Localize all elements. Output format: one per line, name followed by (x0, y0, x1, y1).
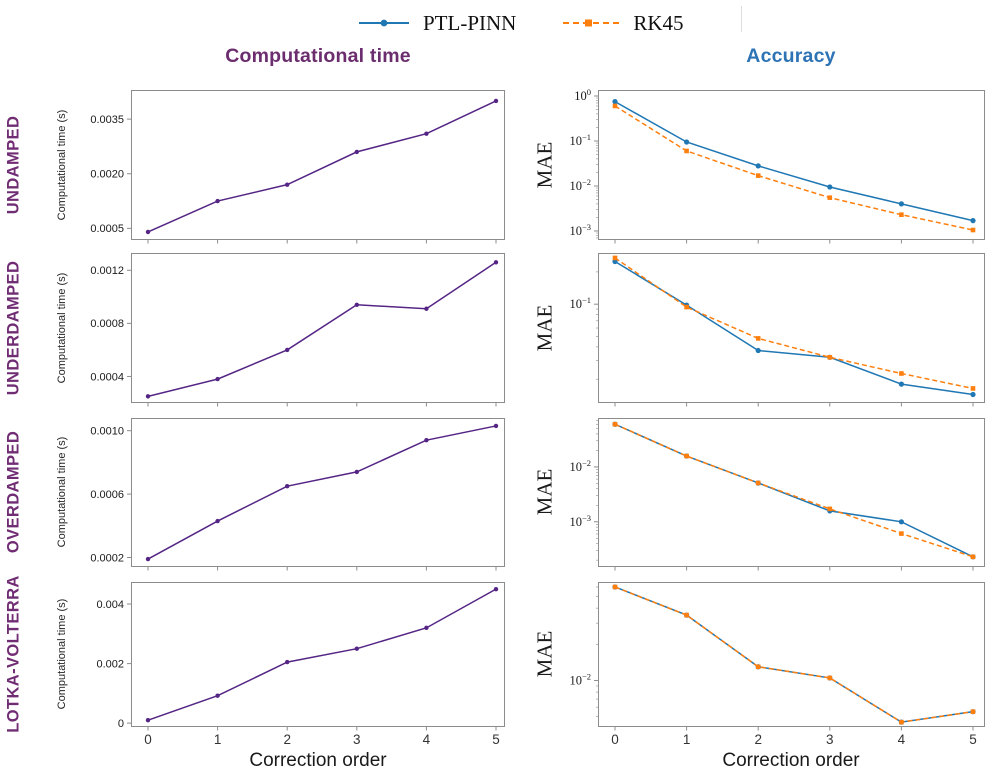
legend-item-ptl-pinn: PTL-PINN (358, 11, 516, 36)
x-axis-label-right: Correction order (722, 750, 860, 771)
plot-undamped-mae: 100 10−1 10−2 10−3 (569, 87, 985, 244)
svg-text:0.002: 0.002 (96, 658, 124, 670)
svg-text:0.0035: 0.0035 (90, 114, 124, 126)
svg-text:10−1: 10−1 (569, 295, 591, 311)
column-title-computational-time: Computational time (225, 45, 411, 67)
svg-text:0.0002: 0.0002 (90, 552, 124, 564)
row-label-undamped: UNDAMPED (4, 115, 23, 215)
plot-undamped-time: 0.0005 0.0020 0.0035 (90, 90, 505, 244)
y-axis-label-mae-underdamped: MAE (532, 304, 557, 352)
svg-text:10−2: 10−2 (569, 177, 591, 193)
svg-text:10−2: 10−2 (569, 671, 591, 687)
row-label-underdamped: UNDERDAMPED (4, 260, 23, 396)
y-axis-label-mae-overdamped: MAE (532, 468, 557, 516)
plot-underdamped-time: 0.0004 0.0008 0.0012 (90, 253, 505, 407)
ptl-pinn-line-icon (359, 19, 409, 27)
row-label-overdamped: OVERDAMPED (4, 430, 23, 554)
y-axis-label-mae-lotka-volterra: MAE (532, 630, 557, 678)
plot-overdamped-mae: 10−2 10−3 (569, 418, 985, 571)
svg-text:0.0012: 0.0012 (90, 265, 124, 277)
plot-lotka-volterra-time: 0 0.002 0.004 0 1 2 3 4 5 (96, 582, 505, 747)
svg-text:0: 0 (118, 718, 124, 730)
plot-underdamped-mae: 10−1 (569, 253, 985, 407)
svg-text:0.0020: 0.0020 (90, 169, 124, 181)
svg-text:1: 1 (214, 732, 222, 747)
svg-text:10−3: 10−3 (569, 513, 591, 529)
svg-text:100: 100 (574, 87, 591, 103)
svg-text:0.0006: 0.0006 (90, 489, 124, 501)
row-label-lotka-volterra: LOTKA-VOLTERRA (4, 575, 23, 733)
svg-text:0.0008: 0.0008 (90, 318, 124, 330)
chart-legend: PTL-PINN RK45 (358, 8, 684, 38)
x-axis-label-left: Correction order (249, 750, 387, 771)
svg-text:3: 3 (826, 732, 834, 747)
y-axis-label-time-overdamped: Computational time (s) (56, 436, 68, 548)
column-title-accuracy: Accuracy (746, 45, 836, 67)
svg-text:0: 0 (611, 732, 619, 747)
svg-text:10−2: 10−2 (569, 458, 591, 474)
svg-text:0.0010: 0.0010 (90, 425, 124, 437)
svg-text:0.0004: 0.0004 (90, 371, 124, 383)
svg-text:3: 3 (353, 732, 361, 747)
svg-text:0.0005: 0.0005 (90, 223, 124, 235)
svg-text:10−1: 10−1 (569, 132, 591, 148)
rk45-line-icon (563, 19, 620, 27)
svg-text:0.004: 0.004 (96, 599, 124, 611)
svg-text:4: 4 (898, 732, 906, 747)
svg-text:4: 4 (423, 732, 431, 747)
svg-text:5: 5 (492, 732, 500, 747)
legend-label-ptl-pinn: PTL-PINN (423, 10, 517, 35)
y-axis-label-time-lotka-volterra: Computational time (s) (56, 598, 68, 710)
y-axis-label-time-undamped: Computational time (s) (56, 109, 68, 221)
svg-text:0: 0 (144, 732, 152, 747)
divider-line (741, 6, 742, 32)
legend-label-rk45: RK45 (633, 10, 684, 35)
y-axis-label-time-underdamped: Computational time (s) (56, 272, 68, 384)
y-axis-label-mae-undamped: MAE (532, 141, 557, 189)
svg-text:5: 5 (969, 732, 977, 747)
plot-lotka-volterra-mae: 10−2 0 1 2 3 4 5 (569, 582, 985, 747)
svg-text:1: 1 (683, 732, 691, 747)
plot-overdamped-time: 0.0002 0.0006 0.0010 (90, 418, 505, 571)
svg-text:2: 2 (283, 732, 291, 747)
svg-text:2: 2 (754, 732, 762, 747)
legend-item-rk45: RK45 (562, 10, 684, 36)
svg-text:10−3: 10−3 (569, 222, 591, 238)
